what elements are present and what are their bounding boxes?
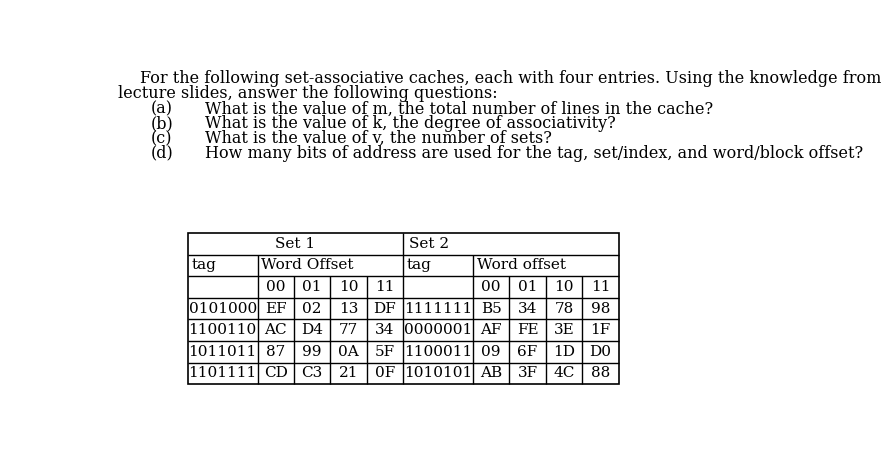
Text: 1F: 1F: [590, 323, 610, 337]
Text: 1100011: 1100011: [404, 345, 472, 359]
Text: What is the value of k, the degree of associativity?: What is the value of k, the degree of as…: [205, 115, 616, 132]
Text: 11: 11: [375, 280, 395, 294]
Text: 0A: 0A: [338, 345, 359, 359]
Text: 01: 01: [303, 280, 322, 294]
Text: 1D: 1D: [553, 345, 575, 359]
Text: 10: 10: [554, 280, 574, 294]
Text: 11: 11: [591, 280, 610, 294]
Text: 6F: 6F: [518, 345, 538, 359]
Text: 21: 21: [339, 366, 358, 380]
Text: 34: 34: [518, 302, 537, 316]
Bar: [188, 233, 618, 384]
Text: 09: 09: [482, 345, 501, 359]
Text: 10: 10: [339, 280, 358, 294]
Text: 3E: 3E: [554, 323, 574, 337]
Text: 4C: 4C: [553, 366, 575, 380]
Text: C3: C3: [302, 366, 323, 380]
Text: 78: 78: [555, 302, 573, 316]
Text: 0000001: 0000001: [404, 323, 472, 337]
Text: Word offset: Word offset: [477, 258, 566, 272]
Text: D4: D4: [301, 323, 323, 337]
Text: For the following set-associative caches, each with four entries. Using the know: For the following set-associative caches…: [139, 70, 882, 87]
Text: D0: D0: [589, 345, 611, 359]
Text: 34: 34: [376, 323, 394, 337]
Text: 13: 13: [339, 302, 358, 316]
Text: 0F: 0F: [375, 366, 395, 380]
Text: AF: AF: [481, 323, 502, 337]
Text: 00: 00: [482, 280, 501, 294]
Text: 1010101: 1010101: [404, 366, 472, 380]
Text: Set 2: Set 2: [409, 237, 450, 251]
Text: 5F: 5F: [375, 345, 395, 359]
Text: FE: FE: [517, 323, 538, 337]
Text: Set 1: Set 1: [275, 237, 316, 251]
Text: B5: B5: [481, 302, 502, 316]
Text: lecture slides, answer the following questions:: lecture slides, answer the following que…: [118, 85, 497, 101]
Text: 99: 99: [303, 345, 322, 359]
Text: 0101000: 0101000: [189, 302, 257, 316]
Text: 98: 98: [591, 302, 610, 316]
Text: How many bits of address are used for the tag, set/index, and word/block offset?: How many bits of address are used for th…: [205, 145, 863, 162]
Text: Word Offset: Word Offset: [261, 258, 354, 272]
Text: EF: EF: [265, 302, 287, 316]
Text: What is the value of m, the total number of lines in the cache?: What is the value of m, the total number…: [205, 101, 713, 118]
Text: DF: DF: [374, 302, 396, 316]
Text: AB: AB: [480, 366, 502, 380]
Text: 87: 87: [266, 345, 286, 359]
Text: (c): (c): [151, 130, 172, 147]
Text: CD: CD: [264, 366, 288, 380]
Text: 1011011: 1011011: [189, 345, 257, 359]
Text: 1100110: 1100110: [189, 323, 257, 337]
Text: 00: 00: [266, 280, 286, 294]
Text: 1111111: 1111111: [404, 302, 472, 316]
Text: (a): (a): [151, 101, 173, 118]
Text: (b): (b): [151, 115, 173, 132]
Text: What is the value of v, the number of sets?: What is the value of v, the number of se…: [205, 130, 551, 147]
Text: (d): (d): [151, 145, 173, 162]
Text: 01: 01: [518, 280, 537, 294]
Text: 77: 77: [339, 323, 358, 337]
Text: 3F: 3F: [518, 366, 538, 380]
Text: 02: 02: [303, 302, 322, 316]
Text: tag: tag: [191, 258, 216, 272]
Text: tag: tag: [407, 258, 432, 272]
Text: AC: AC: [265, 323, 287, 337]
Text: 88: 88: [591, 366, 610, 380]
Text: 1101111: 1101111: [189, 366, 257, 380]
